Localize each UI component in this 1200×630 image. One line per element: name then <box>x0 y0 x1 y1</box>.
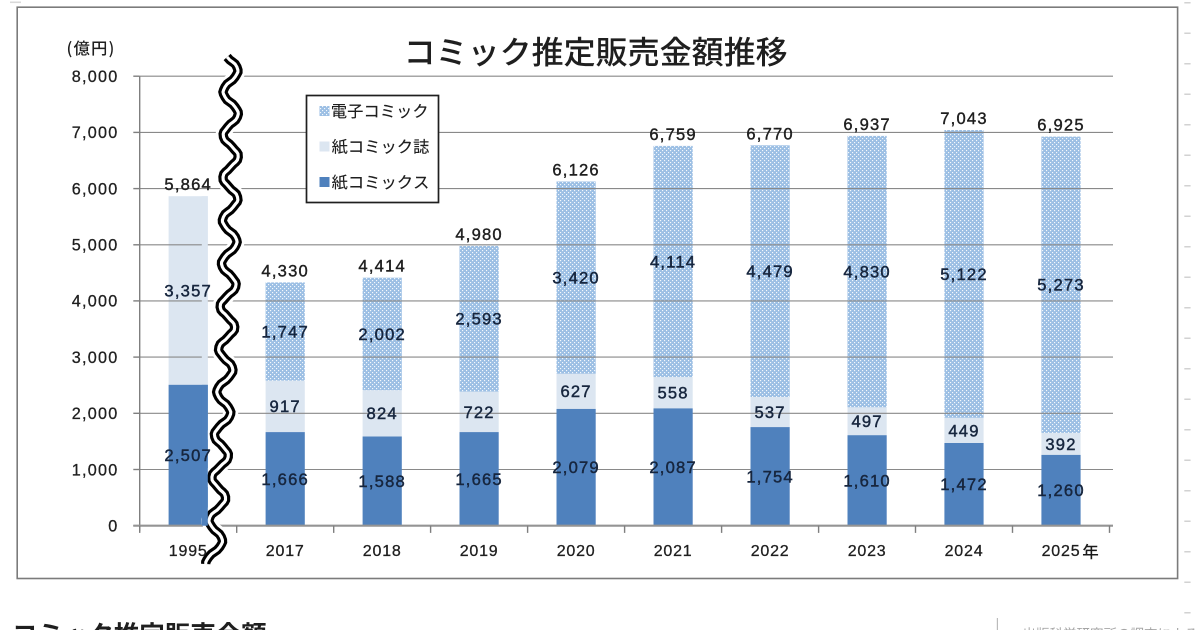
svg-text:1,472: 1,472 <box>940 475 988 494</box>
svg-text:4,330: 4,330 <box>261 261 309 280</box>
svg-text:537: 537 <box>754 403 785 422</box>
svg-text:1,588: 1,588 <box>358 472 406 491</box>
svg-text:7,043: 7,043 <box>940 109 988 128</box>
svg-text:3,357: 3,357 <box>164 281 212 300</box>
svg-text:7,000: 7,000 <box>72 124 119 142</box>
svg-text:1,260: 1,260 <box>1037 481 1085 500</box>
svg-text:2,079: 2,079 <box>552 458 600 477</box>
svg-text:917: 917 <box>270 397 301 416</box>
svg-text:1,747: 1,747 <box>261 322 309 341</box>
svg-text:2022: 2022 <box>751 543 790 560</box>
svg-text:3,420: 3,420 <box>552 269 600 288</box>
svg-text:4,414: 4,414 <box>358 257 406 276</box>
svg-text:824: 824 <box>367 404 398 423</box>
svg-text:5,122: 5,122 <box>940 265 988 284</box>
svg-text:392: 392 <box>1045 435 1076 454</box>
svg-text:2024: 2024 <box>945 543 984 560</box>
svg-text:4,479: 4,479 <box>746 262 794 281</box>
svg-text:5,864: 5,864 <box>164 175 212 194</box>
svg-text:2021: 2021 <box>654 543 693 560</box>
svg-text:4,830: 4,830 <box>843 263 891 282</box>
svg-text:5,273: 5,273 <box>1037 276 1085 295</box>
svg-text:2020: 2020 <box>557 543 596 560</box>
svg-text:2,507: 2,507 <box>164 446 212 465</box>
svg-text:497: 497 <box>851 412 882 431</box>
svg-text:1,665: 1,665 <box>455 470 503 489</box>
svg-text:4,114: 4,114 <box>650 252 696 271</box>
svg-text:5,000: 5,000 <box>72 237 119 255</box>
svg-text:0: 0 <box>108 518 118 536</box>
svg-text:722: 722 <box>463 403 494 422</box>
svg-text:1,754: 1,754 <box>746 467 794 486</box>
svg-text:6,937: 6,937 <box>843 115 891 134</box>
svg-text:2025: 2025 <box>1042 543 1081 560</box>
svg-text:558: 558 <box>657 384 688 403</box>
svg-text:2018: 2018 <box>363 543 402 560</box>
svg-text:4,980: 4,980 <box>455 225 503 244</box>
svg-text:6,925: 6,925 <box>1037 116 1085 135</box>
svg-text:1,000: 1,000 <box>72 461 119 479</box>
svg-text:8,000: 8,000 <box>72 68 119 86</box>
svg-text:1,610: 1,610 <box>843 471 891 490</box>
svg-text:6,000: 6,000 <box>72 180 119 198</box>
svg-text:1,666: 1,666 <box>261 470 309 489</box>
svg-text:449: 449 <box>948 421 979 440</box>
svg-text:1995: 1995 <box>169 543 208 560</box>
svg-text:2017: 2017 <box>266 543 305 560</box>
svg-text:4,000: 4,000 <box>72 293 119 311</box>
svg-text:3,000: 3,000 <box>72 349 119 367</box>
svg-text:2019: 2019 <box>460 543 499 560</box>
svg-text:627: 627 <box>560 382 591 401</box>
svg-text:6,759: 6,759 <box>649 125 697 144</box>
svg-text:2,593: 2,593 <box>455 310 503 329</box>
svg-text:2,087: 2,087 <box>649 458 697 477</box>
svg-text:2023: 2023 <box>848 543 887 560</box>
svg-text:6,770: 6,770 <box>746 124 794 143</box>
svg-text:2,000: 2,000 <box>72 405 119 423</box>
svg-text:6,126: 6,126 <box>552 161 600 180</box>
svg-text:2,002: 2,002 <box>358 325 406 344</box>
